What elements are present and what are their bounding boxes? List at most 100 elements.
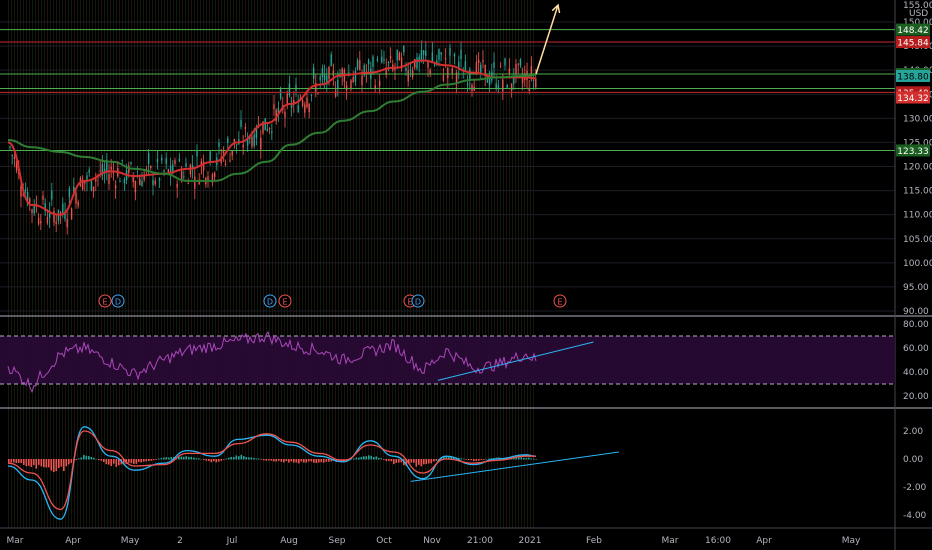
price-axis-top-label: 155.00 (903, 1, 932, 11)
macd-histogram-bar (413, 459, 415, 463)
volume-bar (470, 0, 471, 528)
macd-trendline[interactable] (410, 451, 619, 482)
macd-histogram-bar (453, 457, 455, 460)
earnings-marker-label: E (557, 298, 562, 307)
price-axis-label: 125.00 (903, 138, 932, 148)
candle-body (464, 61, 467, 72)
candle-body (128, 165, 130, 174)
earnings-marker[interactable] (263, 294, 277, 308)
rsi-trendline[interactable] (437, 341, 594, 381)
candle-body (42, 195, 44, 200)
volume-bar (422, 0, 423, 528)
volume-background-bars (8, 0, 534, 528)
macd-histogram-bar (108, 459, 110, 465)
macd-histogram-bar (418, 459, 420, 465)
volume-bar (194, 0, 195, 528)
volume-bar (77, 0, 78, 528)
volume-bar (80, 0, 81, 528)
volume-bar (47, 0, 48, 528)
candle-body (53, 210, 55, 223)
candle-body (141, 180, 143, 187)
candle-body (310, 94, 313, 96)
candle-body (134, 180, 137, 193)
volume-bar (197, 0, 198, 528)
macd-histogram-bar (363, 456, 365, 460)
volume-bar (401, 0, 402, 528)
rsi-trendline[interactable] (437, 341, 594, 381)
candle-body (106, 159, 108, 172)
candle-body (409, 70, 412, 72)
volume-bar (512, 0, 513, 528)
volume-bar (233, 0, 234, 528)
earnings-marker[interactable] (553, 294, 567, 308)
volume-bar (224, 0, 225, 528)
candle-body (535, 78, 537, 88)
candle-body (161, 157, 163, 161)
volume-bar (485, 0, 486, 528)
candle-body (418, 56, 420, 63)
horizontal-levels[interactable] (0, 29, 895, 151)
candle-body (334, 89, 337, 97)
time-axis-label: Oct (376, 536, 392, 546)
volume-bar (35, 0, 36, 528)
candle-body (293, 99, 295, 105)
candle-body (433, 64, 436, 66)
candle-body (73, 186, 75, 195)
candle-body (396, 49, 398, 61)
volume-bar (527, 0, 528, 528)
macd-histogram-bar (378, 457, 380, 460)
volume-bar (359, 0, 360, 528)
candle-body (345, 85, 348, 91)
macd-histogram (8, 454, 538, 473)
candle-body (167, 169, 170, 173)
macd-histogram-bar (298, 459, 300, 464)
volume-bar (386, 0, 387, 528)
earnings-marker[interactable] (111, 294, 125, 308)
candle-body (145, 168, 148, 170)
earnings-marker[interactable] (278, 294, 292, 308)
macd-histogram-bar (488, 458, 490, 460)
time-axis[interactable]: Mar Apr May 2 Jul Aug Sep Oct Nov 21:00 2021 Feb Mar… (7, 536, 861, 546)
currency-label: USD (909, 9, 928, 19)
macd-axis[interactable]: 2.00 0.00 -2.00 -4.00 (903, 427, 927, 521)
volume-bar (521, 0, 522, 528)
macd-histogram-bar (525, 457, 528, 460)
volume-bar (137, 0, 138, 528)
candle-body (178, 158, 181, 162)
time-axis-label: Mar (7, 536, 24, 546)
candle-body (75, 192, 77, 204)
volume-bar (227, 0, 228, 528)
candle-body (519, 59, 522, 66)
candle-body (458, 61, 460, 70)
candle-body (130, 162, 132, 164)
time-axis-label: 16:00 (705, 536, 731, 546)
macd-histogram-bar (160, 458, 163, 460)
candle-body (499, 66, 502, 68)
price-tag-label: 145.84 (897, 39, 929, 49)
volume-bar (53, 0, 54, 528)
candle-body (202, 161, 205, 171)
macd-histogram-bar (313, 459, 315, 463)
projection-arrow[interactable] (535, 4, 559, 75)
macd-histogram-bar (518, 457, 520, 460)
macd-histogram-bar (208, 459, 210, 461)
volume-bar (506, 0, 507, 528)
candle-body (209, 151, 211, 163)
macd-histogram-bar (490, 458, 493, 460)
candle-body (394, 67, 396, 70)
macd-trendline[interactable] (410, 451, 619, 482)
candle-body (387, 62, 390, 64)
price-annotations[interactable] (535, 3, 561, 75)
volume-bar (449, 0, 450, 528)
volume-bar (323, 0, 324, 528)
rsi-axis[interactable]: 80.00 60.00 40.00 20.00 (903, 320, 929, 402)
earnings-marker[interactable] (98, 294, 112, 308)
macd-histogram-bar (83, 455, 85, 460)
earnings-marker[interactable] (411, 294, 425, 308)
macd-histogram-bar (268, 459, 270, 461)
volume-bar (68, 0, 69, 528)
candle-body (484, 64, 486, 77)
macd-histogram-bar (388, 459, 390, 461)
